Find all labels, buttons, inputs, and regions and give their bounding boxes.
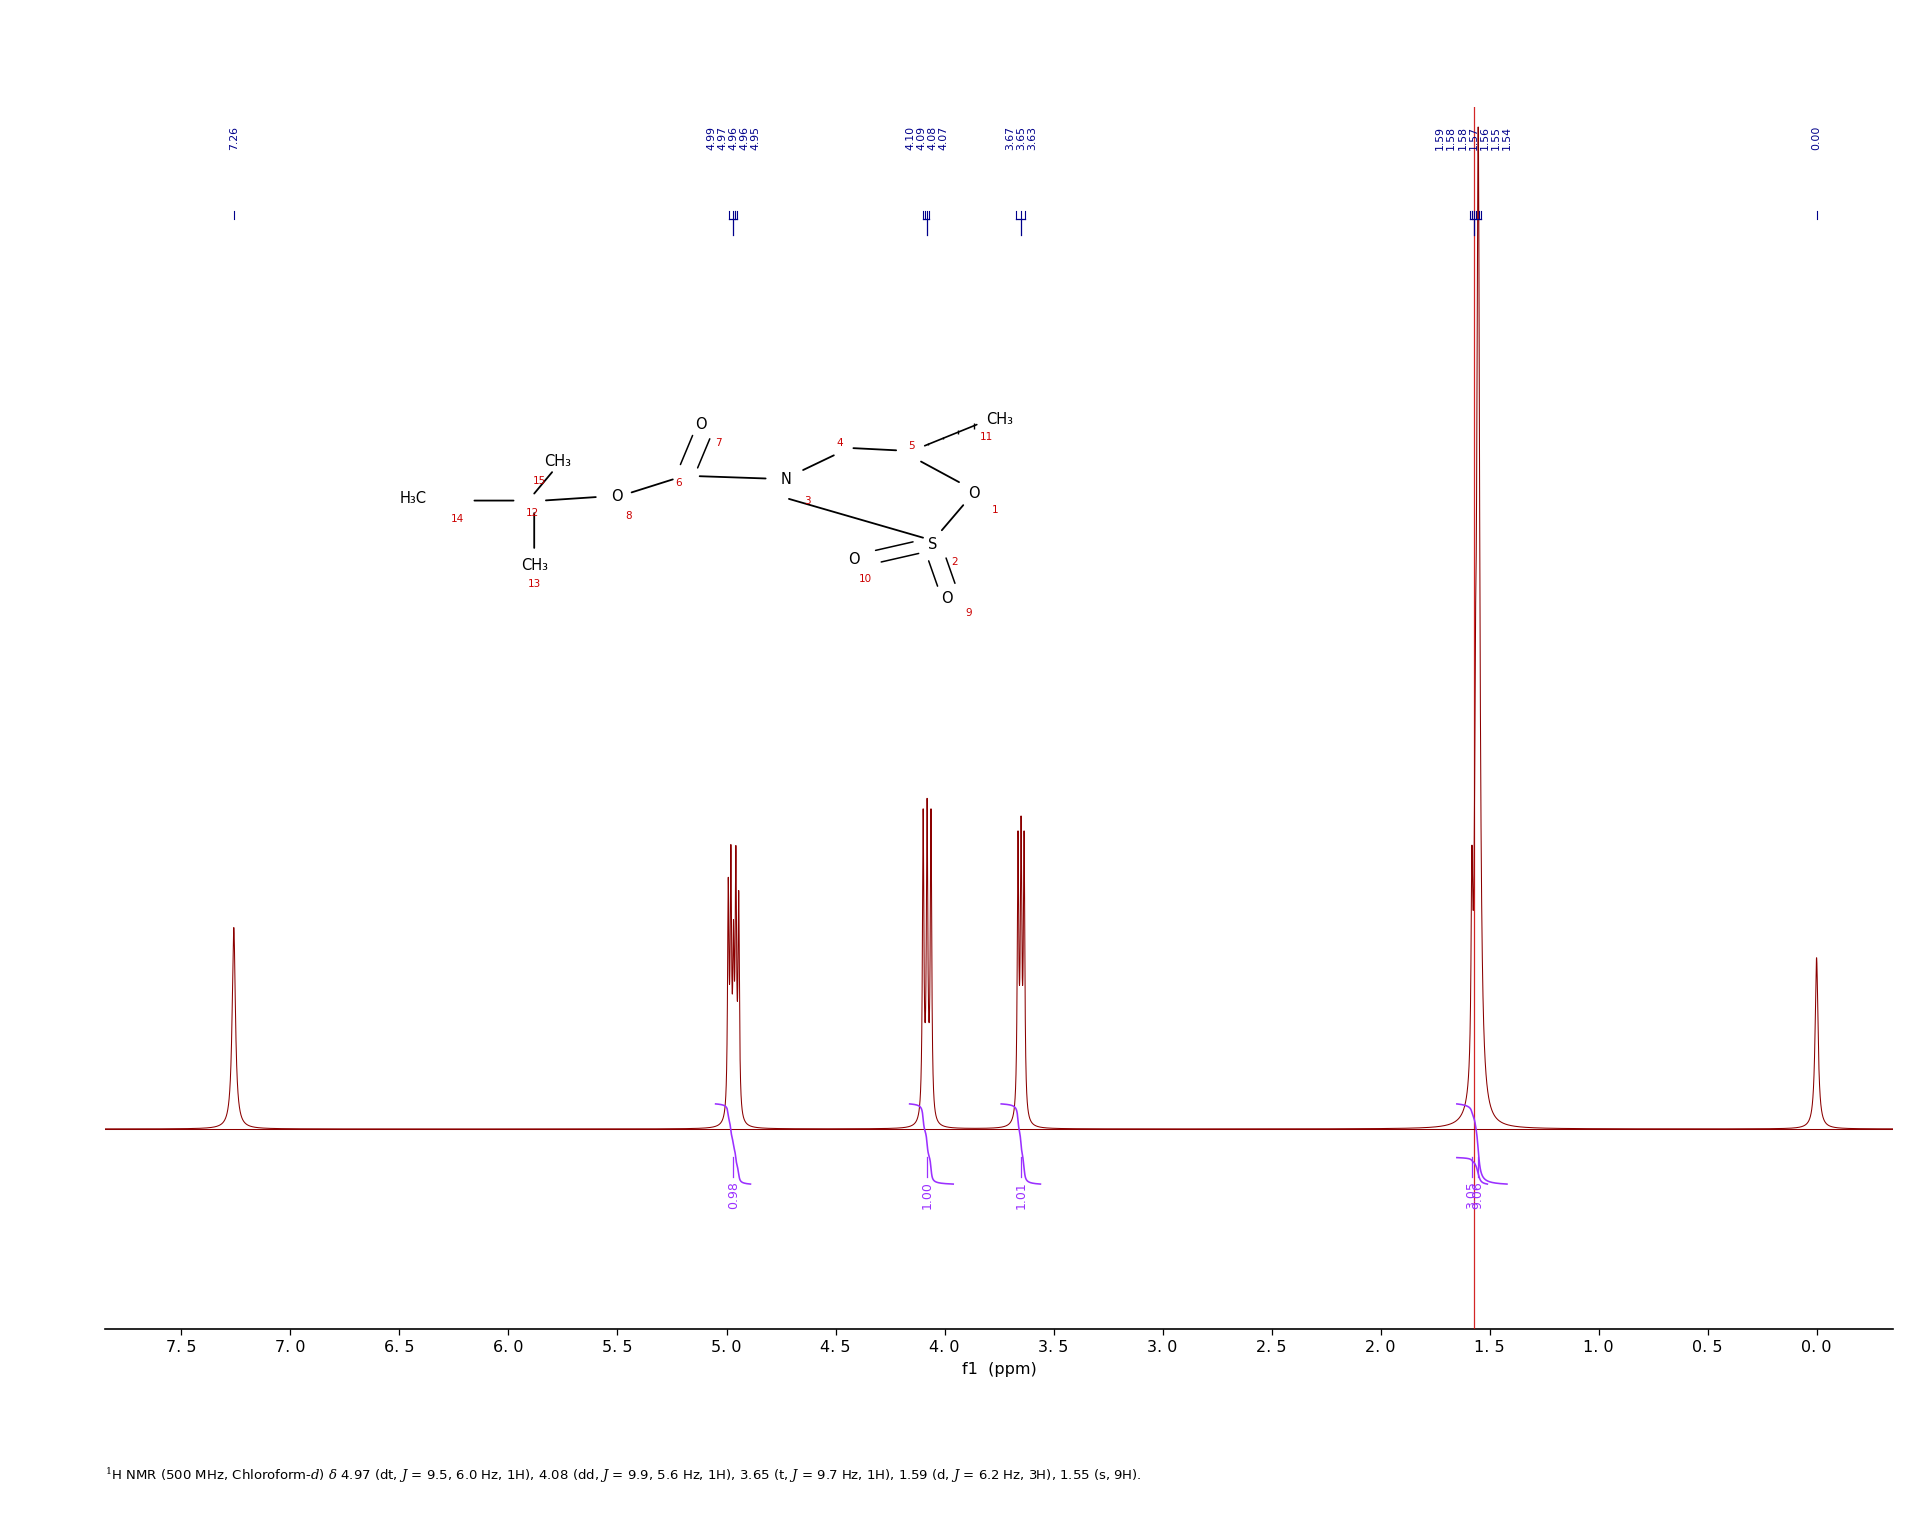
Text: H₃C: H₃C [400, 490, 426, 506]
Text: 4.10
4.09
4.08
4.07: 4.10 4.09 4.08 4.07 [904, 125, 948, 150]
Text: 6: 6 [675, 478, 683, 489]
Text: 9: 9 [966, 608, 971, 617]
Text: 9.06: 9.06 [1472, 1181, 1486, 1209]
Text: 8: 8 [625, 512, 633, 521]
Text: 1.59
1.58
1.58
1.57
1.56
1.55
1.54: 1.59 1.58 1.58 1.57 1.56 1.55 1.54 [1436, 125, 1512, 150]
Text: 3.67
3.65
3.63: 3.67 3.65 3.63 [1006, 125, 1036, 150]
Text: CH₃: CH₃ [520, 558, 547, 573]
Text: $^1$H NMR (500 MHz, Chloroform-$d$) $\delta$ 4.97 (dt, $J$ = 9.5, 6.0 Hz, 1H), 4: $^1$H NMR (500 MHz, Chloroform-$d$) $\de… [105, 1467, 1141, 1485]
Text: O: O [941, 591, 952, 607]
Text: CH₃: CH₃ [987, 413, 1013, 428]
X-axis label: f1  (ppm): f1 (ppm) [962, 1361, 1036, 1377]
Text: 4.99
4.97
4.96
4.96
4.95: 4.99 4.97 4.96 4.96 4.95 [706, 125, 761, 150]
Text: 14: 14 [451, 513, 465, 524]
Text: 3: 3 [805, 495, 811, 506]
Text: 1: 1 [992, 506, 998, 515]
Text: 7.26: 7.26 [229, 125, 239, 150]
Text: 1.01: 1.01 [1015, 1181, 1027, 1209]
Text: 1.00: 1.00 [920, 1181, 933, 1209]
Text: 2: 2 [950, 556, 958, 567]
Text: 7: 7 [715, 439, 721, 448]
Text: N: N [780, 472, 792, 487]
Text: 10: 10 [858, 575, 872, 584]
Text: 15: 15 [533, 477, 547, 486]
Text: CH₃: CH₃ [543, 454, 572, 469]
Text: O: O [610, 489, 621, 504]
Text: 3.05: 3.05 [1465, 1181, 1478, 1209]
Text: 5: 5 [908, 440, 914, 451]
Text: 13: 13 [528, 579, 541, 588]
Text: O: O [849, 552, 860, 567]
Text: O: O [694, 417, 706, 432]
Text: 11: 11 [979, 432, 992, 442]
Text: 12: 12 [526, 507, 539, 518]
Text: 0.00: 0.00 [1811, 125, 1822, 150]
Text: S: S [927, 536, 937, 552]
Text: O: O [967, 486, 979, 501]
Text: 4: 4 [837, 439, 843, 448]
Text: 0.98: 0.98 [727, 1181, 740, 1209]
